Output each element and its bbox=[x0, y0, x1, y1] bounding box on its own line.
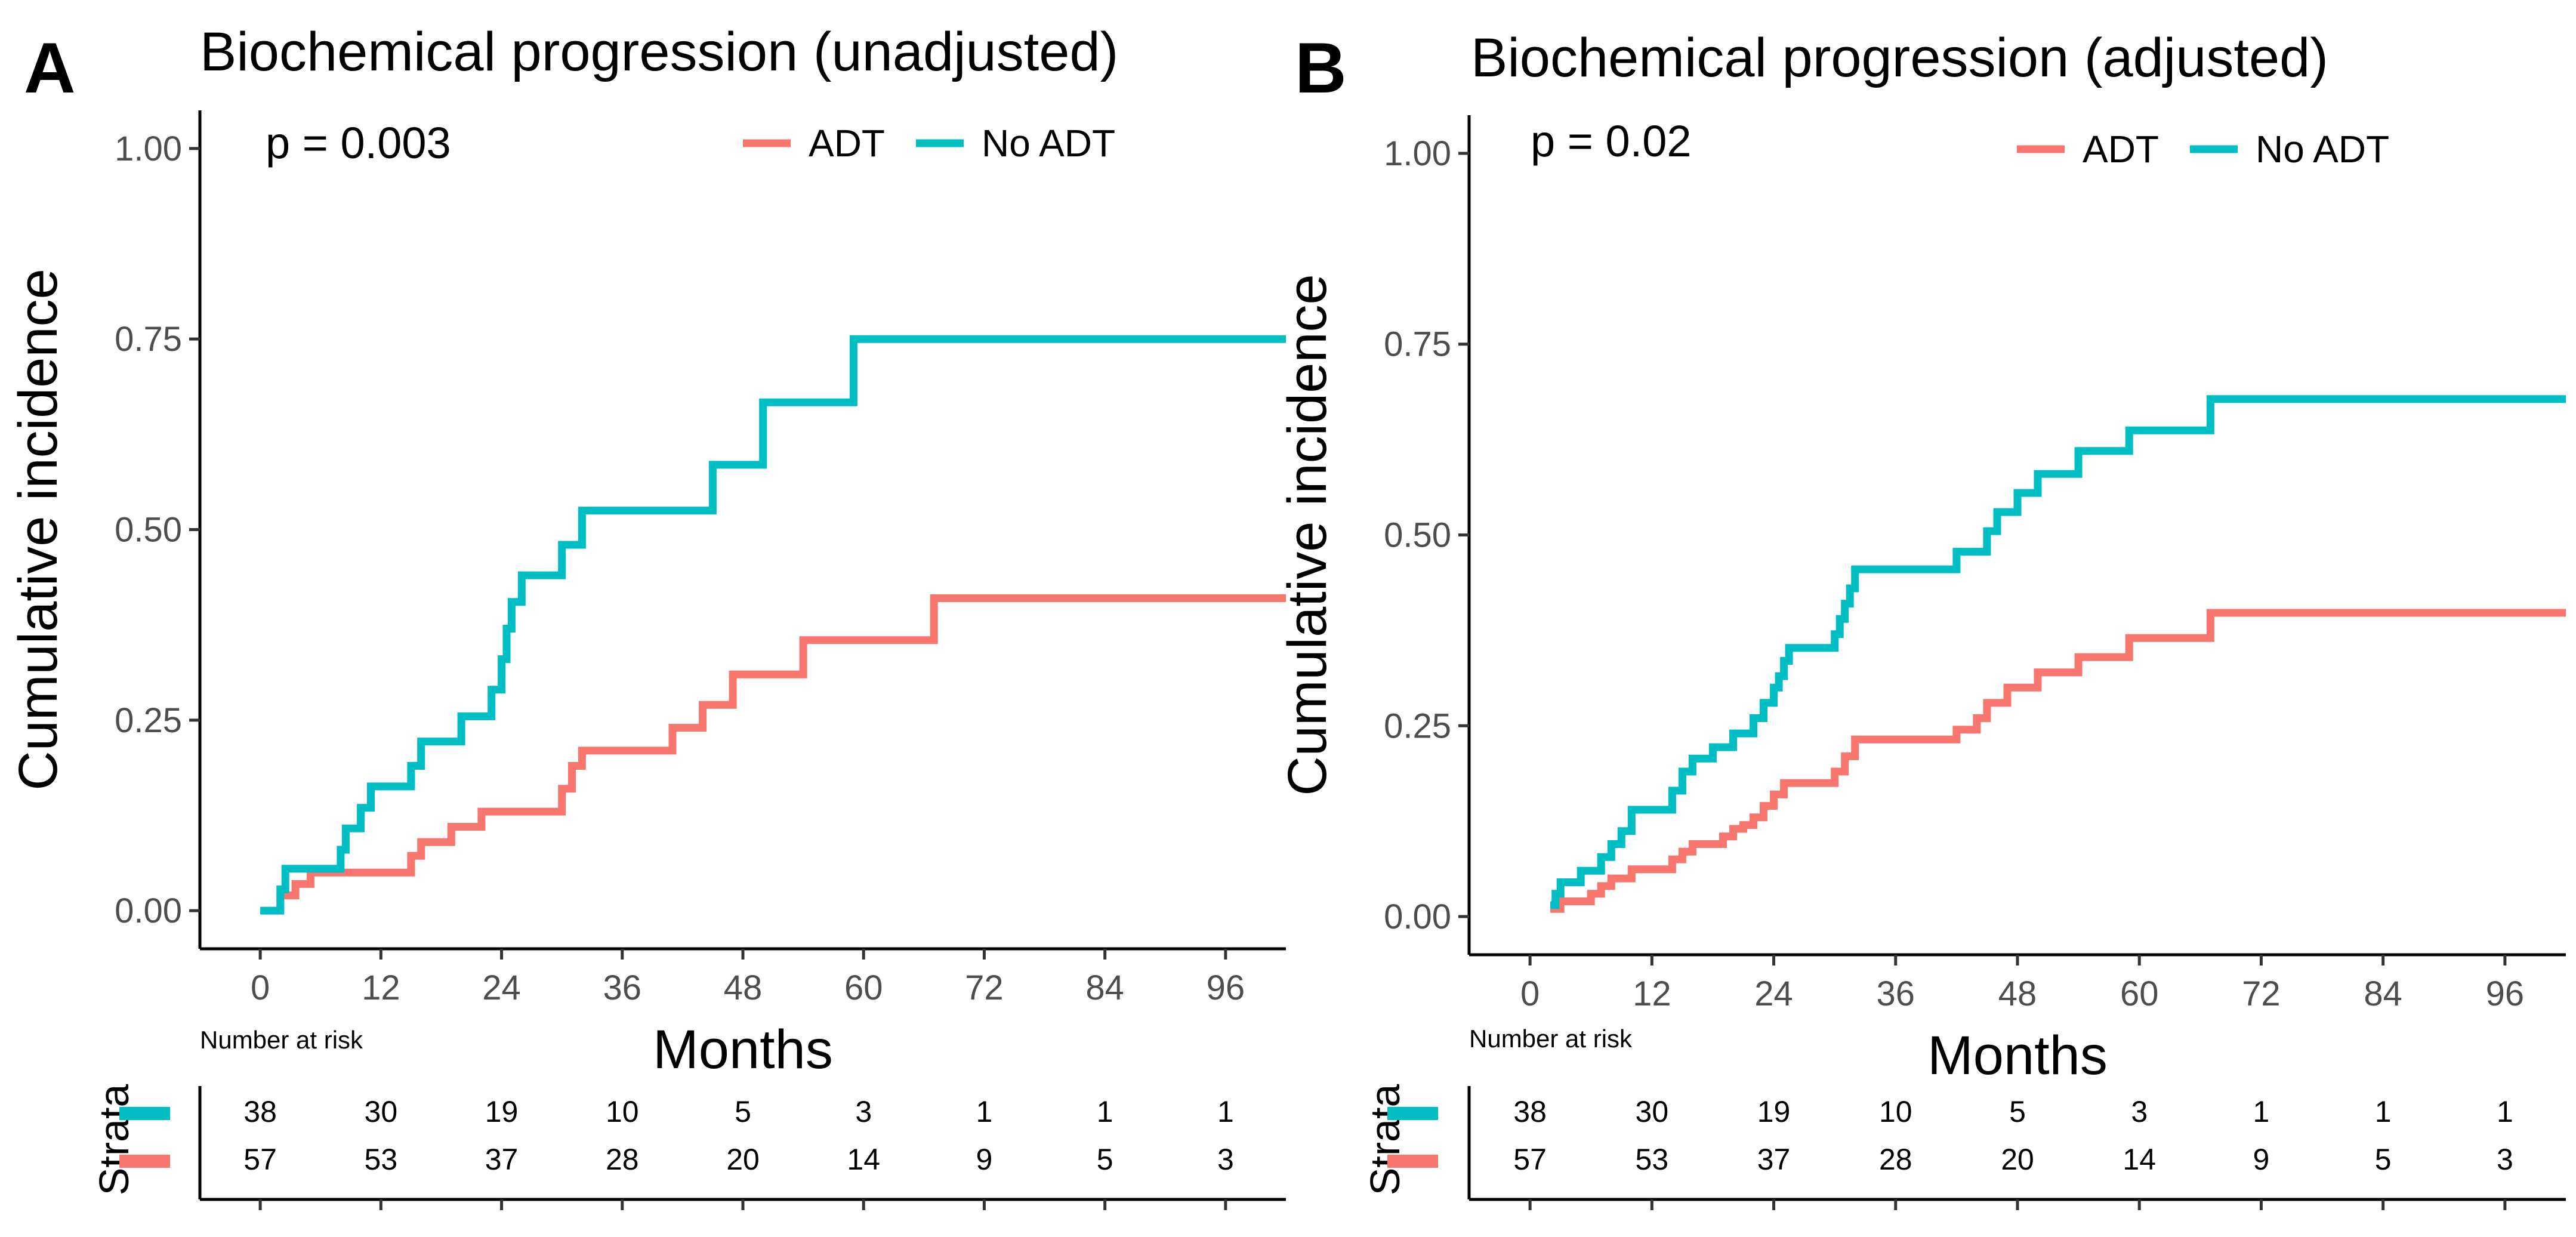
panel-B: B Biochemical progression (adjusted) 0.00 0… bbox=[1277, 27, 2566, 1210]
y-axis-label: Cumulative incidence bbox=[1277, 274, 1338, 795]
strata-label: Strata bbox=[91, 1084, 137, 1196]
chart-title: Biochemical progression (unadjusted) bbox=[200, 21, 1118, 82]
y-tick-label: 0.75 bbox=[1384, 325, 1451, 364]
x-tick-label: 48 bbox=[724, 968, 763, 1007]
risk-table-title: Number at risk bbox=[200, 1026, 363, 1054]
y-tick-label: 0.25 bbox=[115, 701, 182, 740]
x-tick-label: 84 bbox=[2364, 974, 2402, 1013]
risk-value: 14 bbox=[2122, 1143, 2156, 1176]
risk-value: 37 bbox=[1757, 1143, 1791, 1176]
risk-value: 9 bbox=[976, 1143, 993, 1176]
risk-value: 5 bbox=[735, 1095, 751, 1128]
risk-table-title: Number at risk bbox=[1469, 1025, 1633, 1053]
series-line-adt bbox=[1550, 609, 2566, 913]
y-tick-label: 0.50 bbox=[115, 511, 182, 550]
risk-value: 5 bbox=[2375, 1143, 2392, 1176]
x-tick-label: 24 bbox=[482, 968, 521, 1007]
panel-A: A Biochemical progression (unadjusted) 0.0… bbox=[8, 21, 1286, 1210]
risk-value: 1 bbox=[2497, 1095, 2513, 1128]
y-tick-label: 1.00 bbox=[115, 129, 182, 168]
risk-value: 14 bbox=[847, 1143, 880, 1176]
risk-value: 3 bbox=[1217, 1143, 1234, 1176]
x-tick-label: 36 bbox=[603, 968, 642, 1007]
risk-value: 5 bbox=[2009, 1095, 2026, 1128]
x-tick-label: 24 bbox=[1754, 974, 1793, 1013]
risk-value: 3 bbox=[2131, 1095, 2148, 1128]
risk-value: 30 bbox=[365, 1095, 398, 1128]
x-tick-label: 72 bbox=[965, 968, 1004, 1007]
risk-value: 10 bbox=[606, 1095, 639, 1128]
x-tick-label: 72 bbox=[2242, 974, 2281, 1013]
y-tick-label: 0.00 bbox=[1384, 897, 1451, 936]
risk-value: 1 bbox=[1097, 1095, 1113, 1128]
x-tick-label: 0 bbox=[251, 968, 270, 1007]
risk-value: 19 bbox=[485, 1095, 519, 1128]
risk-value: 5 bbox=[1097, 1143, 1113, 1176]
panel-letter: A bbox=[24, 28, 76, 108]
y-axis-label: Cumulative incidence bbox=[8, 269, 69, 790]
y-tick-label: 0.00 bbox=[115, 891, 182, 930]
y-tick-label: 0.75 bbox=[115, 320, 182, 359]
risk-value: 3 bbox=[855, 1095, 872, 1128]
x-tick-label: 60 bbox=[2120, 974, 2159, 1013]
risk-value: 10 bbox=[1879, 1095, 1912, 1128]
p-value: p = 0.003 bbox=[266, 118, 451, 168]
risk-value: 1 bbox=[1217, 1095, 1234, 1128]
series-line-no-adt bbox=[1550, 395, 2566, 909]
x-tick-label: 12 bbox=[1633, 974, 1671, 1013]
risk-value: 9 bbox=[2253, 1143, 2270, 1176]
risk-value: 20 bbox=[726, 1143, 760, 1176]
x-axis-label: Months bbox=[1927, 1025, 2108, 1086]
risk-value: 1 bbox=[976, 1095, 993, 1128]
x-tick-label: 0 bbox=[1520, 974, 1540, 1013]
series-line-no-adt bbox=[260, 335, 1286, 915]
risk-value: 57 bbox=[243, 1143, 277, 1176]
x-tick-label: 48 bbox=[1998, 974, 2037, 1013]
x-tick-label: 36 bbox=[1877, 974, 1915, 1013]
x-tick-label: 12 bbox=[362, 968, 400, 1007]
risk-value: 1 bbox=[2253, 1095, 2270, 1128]
risk-value: 38 bbox=[1513, 1095, 1547, 1128]
y-tick-label: 0.25 bbox=[1384, 707, 1451, 745]
risk-value: 28 bbox=[606, 1143, 639, 1176]
x-tick-label: 84 bbox=[1085, 968, 1124, 1007]
legend-label-adt: ADT bbox=[809, 122, 885, 165]
risk-value: 20 bbox=[2001, 1143, 2034, 1176]
risk-value: 38 bbox=[243, 1095, 277, 1128]
y-tick-label: 1.00 bbox=[1384, 134, 1451, 173]
x-axis-label: Months bbox=[653, 1019, 833, 1080]
risk-value: 53 bbox=[365, 1143, 398, 1176]
x-tick-label: 60 bbox=[844, 968, 883, 1007]
panel-letter: B bbox=[1295, 28, 1347, 108]
chart-title: Biochemical progression (adjusted) bbox=[1471, 27, 2328, 88]
risk-value: 19 bbox=[1757, 1095, 1791, 1128]
legend-label-no-adt: No ADT bbox=[2256, 128, 2389, 171]
x-tick-label: 96 bbox=[1207, 968, 1245, 1007]
series-line-adt bbox=[276, 594, 1286, 911]
x-tick-label: 96 bbox=[2486, 974, 2525, 1013]
legend-label-no-adt: No ADT bbox=[982, 122, 1115, 165]
risk-value: 1 bbox=[2375, 1095, 2392, 1128]
risk-value: 37 bbox=[485, 1143, 519, 1176]
risk-value: 28 bbox=[1879, 1143, 1912, 1176]
p-value: p = 0.02 bbox=[1531, 116, 1692, 166]
risk-value: 30 bbox=[1636, 1095, 1669, 1128]
risk-value: 3 bbox=[2497, 1143, 2513, 1176]
risk-value: 57 bbox=[1513, 1143, 1547, 1176]
y-tick-label: 0.50 bbox=[1384, 516, 1451, 555]
strata-label: Strata bbox=[1362, 1084, 1408, 1196]
risk-value: 53 bbox=[1636, 1143, 1669, 1176]
legend-label-adt: ADT bbox=[2083, 128, 2159, 171]
